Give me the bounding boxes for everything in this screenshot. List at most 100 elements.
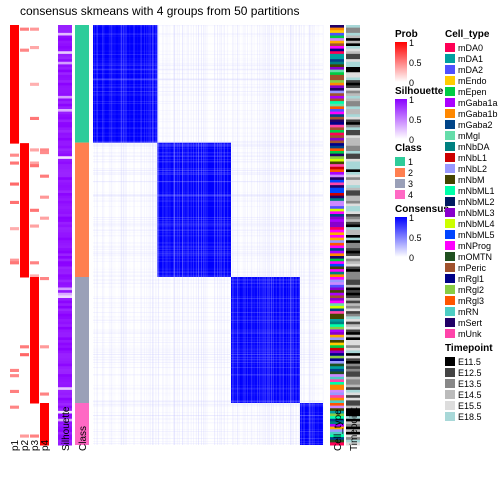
swatch bbox=[445, 368, 455, 377]
legend-label: mDA1 bbox=[458, 54, 483, 64]
legend-item: mNbML3 bbox=[445, 207, 504, 218]
swatch bbox=[445, 318, 455, 327]
legend-label: mMgl bbox=[458, 131, 480, 141]
svg-text:Timepoint: Timepoint bbox=[349, 407, 360, 451]
legend-label: E14.5 bbox=[458, 390, 482, 400]
swatch bbox=[445, 54, 455, 63]
svg-text:Cell_type: Cell_type bbox=[333, 409, 344, 451]
legend-item: mGaba1a bbox=[445, 97, 504, 108]
legend-label: mSert bbox=[458, 318, 482, 328]
legend-label: mRgl3 bbox=[458, 296, 484, 306]
legend-item: mDA2 bbox=[445, 64, 504, 75]
swatch bbox=[395, 179, 405, 188]
legend-item: mGaba1b bbox=[445, 108, 504, 119]
swatch bbox=[445, 153, 455, 162]
gradient-bar bbox=[395, 99, 407, 139]
page-title: consensus skmeans with 4 groups from 50 … bbox=[20, 4, 299, 18]
legend-label: mGaba1a bbox=[458, 98, 498, 108]
legend-item: mNbL1 bbox=[445, 152, 504, 163]
legend-item: mNbML5 bbox=[445, 229, 504, 240]
legend-label: mGaba2 bbox=[458, 120, 493, 130]
swatch bbox=[445, 87, 455, 96]
legend-label: mNbML1 bbox=[458, 186, 495, 196]
swatch bbox=[445, 285, 455, 294]
legend-label: E15.5 bbox=[458, 401, 482, 411]
legend-label: E11.5 bbox=[458, 357, 481, 367]
legend-item: mNbML4 bbox=[445, 218, 504, 229]
legend-label: mNbML5 bbox=[458, 230, 495, 240]
legend-item: mNbML1 bbox=[445, 185, 504, 196]
legend-label: E18.5 bbox=[458, 412, 482, 422]
swatch bbox=[445, 274, 455, 283]
legend-item: mRgl1 bbox=[445, 273, 504, 284]
legend-item: mEpen bbox=[445, 86, 504, 97]
swatch bbox=[445, 98, 455, 107]
legend-title: Timepoint bbox=[445, 343, 504, 354]
gradient-bar bbox=[395, 42, 407, 82]
swatch bbox=[445, 379, 455, 388]
legend-item: mNbM bbox=[445, 174, 504, 185]
legend-label: mNbL2 bbox=[458, 164, 487, 174]
legend-label: mNProg bbox=[458, 241, 491, 251]
swatch bbox=[445, 142, 455, 151]
legend-label: mOMTN bbox=[458, 252, 492, 262]
legend-item: mRN bbox=[445, 306, 504, 317]
legend-item: E15.5 bbox=[445, 400, 504, 411]
legend-label: 2 bbox=[408, 168, 413, 178]
legend-label: mEndo bbox=[458, 76, 487, 86]
legend-label: E12.5 bbox=[458, 368, 482, 378]
legend-label: mNbML3 bbox=[458, 208, 495, 218]
legend-item: mNbDA bbox=[445, 141, 504, 152]
legend-item: mDA1 bbox=[445, 53, 504, 64]
swatch bbox=[445, 175, 455, 184]
swatch bbox=[445, 120, 455, 129]
legend-item: mNProg bbox=[445, 240, 504, 251]
legend-item: E13.5 bbox=[445, 378, 504, 389]
swatch bbox=[445, 65, 455, 74]
legend-label: 4 bbox=[408, 190, 413, 200]
legend-item: E14.5 bbox=[445, 389, 504, 400]
swatch bbox=[445, 76, 455, 85]
legend-item: mMgl bbox=[445, 130, 504, 141]
swatch bbox=[445, 186, 455, 195]
swatch bbox=[445, 208, 455, 217]
legend-item: E18.5 bbox=[445, 411, 504, 422]
gradient-bar bbox=[395, 217, 407, 257]
legend-label: mNbM bbox=[458, 175, 485, 185]
legend-label: 3 bbox=[408, 179, 413, 189]
heatmap-svg: p1p2p3p4SilhouetteClassCell_typeTimepoin… bbox=[10, 25, 390, 475]
swatch bbox=[445, 43, 455, 52]
legend-column-2: Cell_typemDA0mDA1mDA2mEndomEpenmGaba1amG… bbox=[445, 25, 504, 422]
swatch bbox=[445, 263, 455, 272]
legend-item: mRgl2 bbox=[445, 284, 504, 295]
swatch bbox=[445, 131, 455, 140]
legend-label: mGaba1b bbox=[458, 109, 498, 119]
legend-label: mRN bbox=[458, 307, 479, 317]
plot-area: p1p2p3p4SilhouetteClassCell_typeTimepoin… bbox=[10, 25, 390, 475]
svg-text:Silhouette: Silhouette bbox=[61, 406, 72, 451]
swatch bbox=[445, 390, 455, 399]
legend-label: mDA2 bbox=[458, 65, 483, 75]
swatch bbox=[445, 296, 455, 305]
legend-label: mNbDA bbox=[458, 142, 490, 152]
legend-item: mPeric bbox=[445, 262, 504, 273]
swatch bbox=[445, 329, 455, 338]
swatch bbox=[445, 401, 455, 410]
legend-label: 1 bbox=[408, 157, 413, 167]
swatch bbox=[445, 197, 455, 206]
svg-text:Class: Class bbox=[78, 426, 89, 451]
legend-label: mRgl1 bbox=[458, 274, 484, 284]
swatch bbox=[395, 168, 405, 177]
legend-label: mRgl2 bbox=[458, 285, 484, 295]
legend-item: mOMTN bbox=[445, 251, 504, 262]
legend-label: mDA0 bbox=[458, 43, 483, 53]
legend-item: E12.5 bbox=[445, 367, 504, 378]
swatch bbox=[395, 157, 405, 166]
swatch bbox=[445, 230, 455, 239]
legend-item: mNbL2 bbox=[445, 163, 504, 174]
legend-label: mEpen bbox=[458, 87, 487, 97]
swatch bbox=[445, 219, 455, 228]
swatch bbox=[445, 241, 455, 250]
legend-label: E13.5 bbox=[458, 379, 482, 389]
legend-label: mNbML4 bbox=[458, 219, 495, 229]
